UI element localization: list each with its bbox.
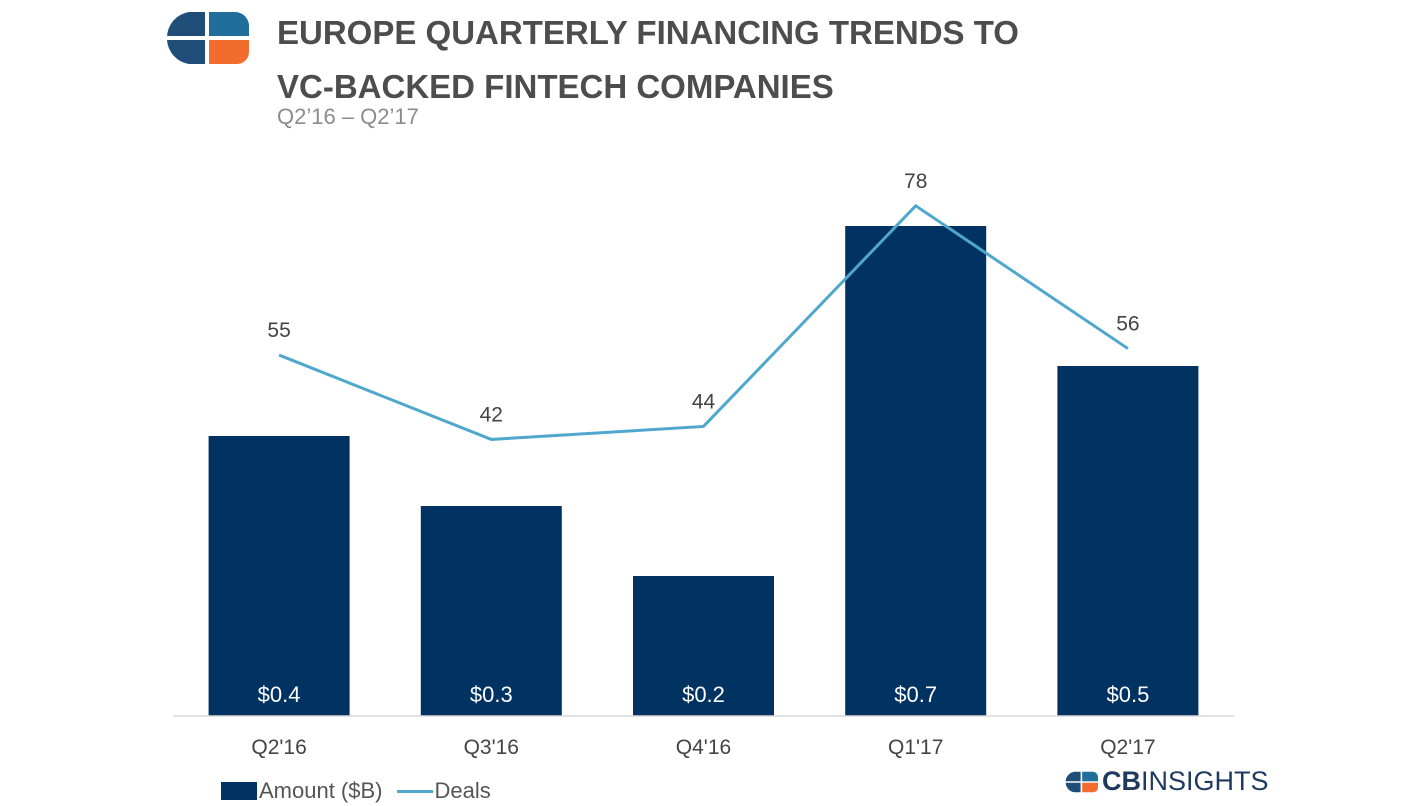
cb-insights-logo-icon [166, 12, 249, 64]
legend-swatch-deals [396, 789, 433, 793]
legend: Amount ($B) Deals [221, 778, 491, 804]
x-tick-label: Q2'16 [251, 736, 306, 759]
deals-value-label: 55 [267, 319, 290, 342]
x-tick-label: Q1'17 [888, 736, 943, 759]
brand-bold: CB [1102, 766, 1141, 796]
bar-Q2'16 [208, 436, 350, 716]
brand-footer: CBINSIGHTS [1064, 766, 1269, 797]
bar-Q3'16 [420, 506, 562, 716]
brand-regular: INSIGHTS [1141, 766, 1269, 796]
bar-value-label: $0.2 [682, 682, 725, 707]
bar-value-label: $0.4 [258, 682, 301, 707]
legend-label-amount: Amount ($B) [259, 778, 383, 803]
deals-value-label: 44 [692, 390, 716, 413]
chart-title: EUROPE QUARTERLY FINANCING TRENDS TO VC-… [277, 14, 1019, 105]
legend-swatch-amount [221, 782, 257, 800]
bar-value-label: $0.7 [894, 682, 937, 707]
x-tick-label: Q2'17 [1100, 736, 1155, 759]
brand-wordmark: CBINSIGHTS [1102, 766, 1269, 797]
chart-subtitle: Q2’16 – Q2’17 [277, 104, 419, 129]
bar-series: $0.4 $0.3 $0.2 $0.7 $0.5 [208, 226, 1199, 716]
bar-Q4'16 [633, 576, 774, 716]
deals-value-label: 78 [904, 170, 927, 193]
cb-insights-logo-icon [1065, 771, 1098, 792]
bar-Q2'17 [1057, 366, 1199, 716]
bar-value-label: $0.3 [470, 682, 513, 707]
legend-label-deals: Deals [434, 778, 491, 803]
deals-value-label: 42 [480, 403, 503, 426]
bar-value-label: $0.5 [1106, 682, 1149, 707]
deals-value-label: 56 [1116, 313, 1139, 336]
line-series: 55 42 44 78 56 [267, 170, 1140, 441]
x-tick-label: Q4'16 [676, 736, 731, 759]
x-axis-ticks: Q2'16 Q3'16 Q4'16 Q1'17 Q2'17 [251, 736, 1155, 759]
deals-line [278, 203, 1129, 441]
x-tick-label: Q3'16 [464, 736, 519, 759]
bar-Q1'17 [845, 226, 987, 716]
